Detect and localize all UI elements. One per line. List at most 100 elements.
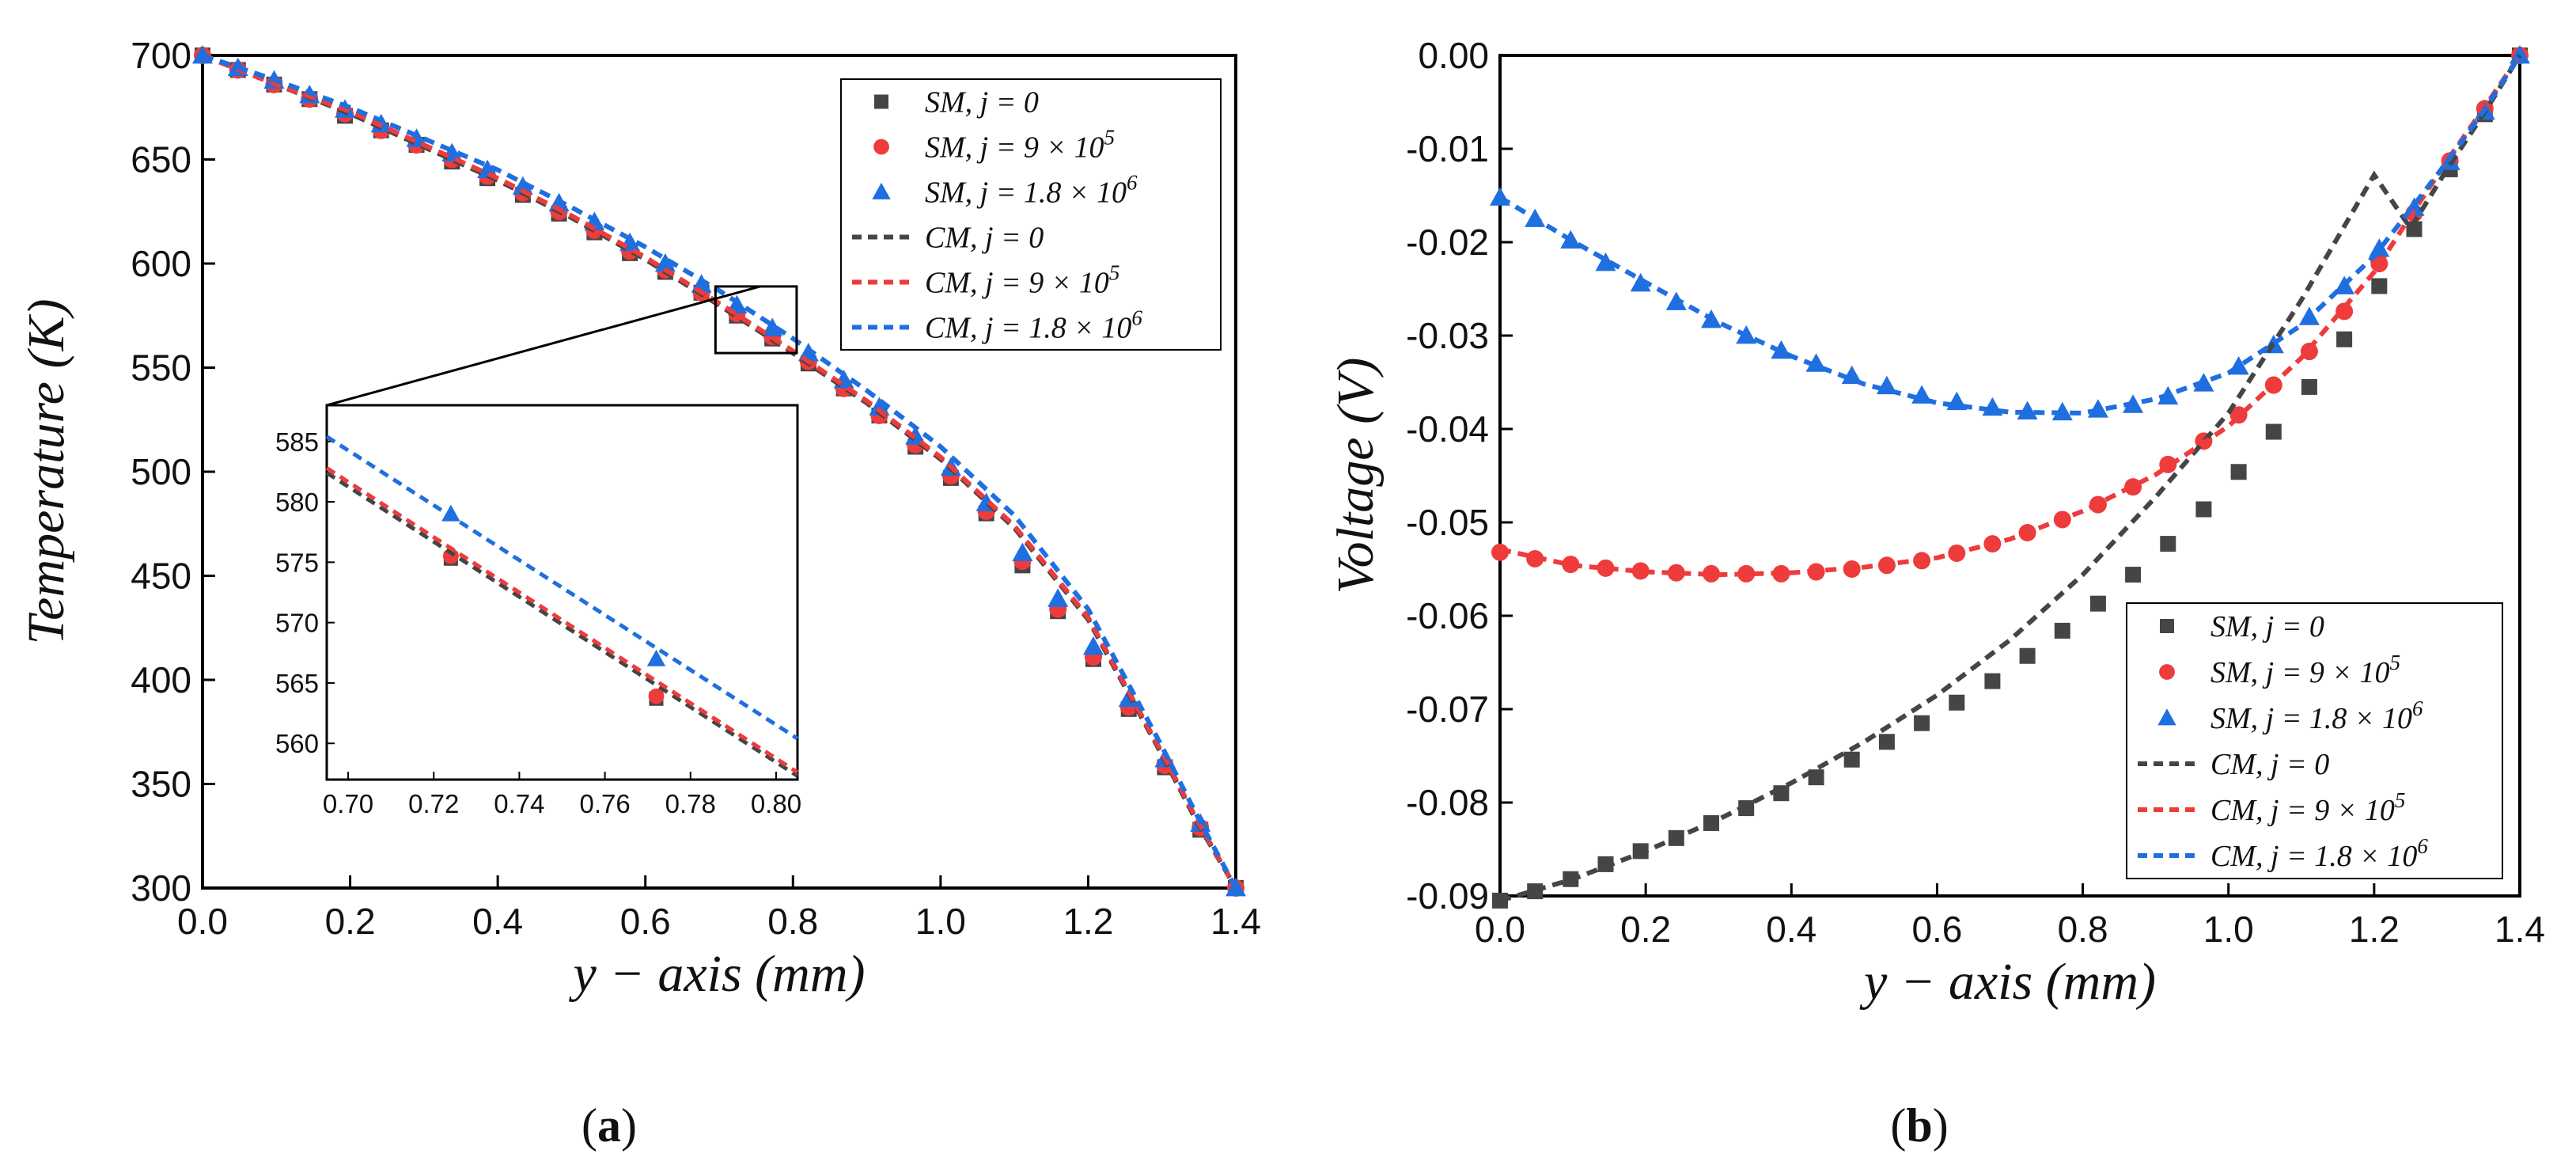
x-tick-label: 1.4 (2495, 909, 2545, 950)
legend-label: CM, j = 9 × 105 (925, 261, 1119, 300)
inset-data-point (648, 688, 665, 704)
data-point (2019, 647, 2036, 664)
x-tick-label: 0.8 (2058, 909, 2108, 950)
series-cm-j-1-8-10- (1498, 54, 2522, 416)
data-point (1630, 272, 1651, 292)
y-tick-label: -0.04 (1406, 408, 1489, 450)
legend-label: CM, j = 1.8 × 106 (925, 306, 1142, 345)
inset-x-tick-label: 0.70 (323, 789, 373, 818)
x-tick-label: 0.4 (472, 901, 523, 942)
inset-y-tick-label: 565 (275, 669, 319, 698)
legend-marker (2159, 664, 2175, 680)
data-point (2159, 455, 2177, 473)
inset-y-tick-label: 575 (275, 548, 319, 577)
data-point (1914, 715, 1930, 731)
data-point (1703, 564, 1721, 583)
inset-series-cm-j-9-10- (325, 466, 799, 774)
series-cm-j-0 (1499, 54, 2522, 903)
legend-label: SM, j = 0 (2210, 610, 2324, 643)
series-line (1499, 54, 2522, 578)
legend-marker (2160, 619, 2174, 633)
y-tick-label: 500 (131, 451, 191, 492)
data-point (2265, 423, 2282, 440)
y-tick-label: 300 (131, 867, 191, 909)
data-point (1949, 694, 1965, 711)
data-point (2089, 595, 2106, 612)
caption-b: (b) (1890, 1099, 1948, 1152)
y-tick-label: 0.00 (1418, 35, 1489, 76)
inset-data-point (646, 649, 666, 666)
y-axis-label: Temperature (K) (17, 299, 75, 645)
series-line (202, 53, 1238, 890)
legend-symbol (2159, 664, 2175, 680)
y-tick-label: -0.03 (1406, 315, 1489, 356)
y-tick-label: -0.07 (1406, 689, 1489, 730)
y-tick-label: -0.01 (1406, 128, 1489, 169)
series-cm-j-9-10- (1499, 54, 2522, 578)
legend-marker (873, 139, 889, 155)
legend-label: SM, j = 9 × 105 (2210, 651, 2400, 689)
inset-series-line (325, 471, 799, 778)
panel-b-voltage-chart: 0.0 0.2 0.4 0.6 0.8 1.0 1.2 1.4 -0.09 -0.08 -0.07 -… (1327, 35, 2545, 1011)
y-tick-label: -0.02 (1406, 222, 1489, 263)
x-axis-label: y − axis (mm) (569, 945, 866, 1003)
data-point (1631, 562, 1650, 580)
legend-symbol (872, 182, 891, 199)
legend-box (840, 78, 1222, 351)
data-point (869, 397, 890, 416)
data-point (1984, 673, 2001, 689)
y-tick-label: 600 (131, 243, 191, 284)
series-sm-j-1-8-10- (1490, 45, 2530, 421)
inset-series-cm-j-1-8-10- (325, 435, 799, 741)
series-line (1498, 54, 2522, 416)
data-point (1843, 751, 1860, 768)
legend-marker (874, 94, 888, 109)
data-point (762, 317, 783, 336)
legend-label: SM, j = 1.8 × 106 (925, 171, 1138, 210)
legend-label: CM, j = 1.8 × 106 (2210, 834, 2428, 873)
inset-frame (325, 404, 799, 781)
x-tick-label: 1.0 (2203, 909, 2254, 950)
y-tick-label: 450 (131, 556, 191, 597)
y-tick-label: 400 (131, 659, 191, 700)
data-point (2336, 331, 2353, 347)
data-point (1527, 883, 1544, 900)
x-axis-label: y − axis (mm) (1859, 953, 2156, 1011)
caption-a: (a) (581, 1099, 637, 1152)
data-point (2125, 567, 2142, 583)
legend-label: SM, j = 0 (925, 86, 1039, 120)
inset-x-tick-label: 0.78 (665, 789, 716, 818)
legend-symbol (2157, 708, 2176, 726)
legend-symbol (2160, 619, 2174, 633)
x-tick-label: 1.4 (1210, 901, 1261, 942)
x-tick-label: 1.2 (1063, 901, 1113, 942)
panel-a-temperature-chart: 0.0 0.2 0.4 0.6 0.8 1.0 1.2 1.4 300 350 400 450 500 5… (17, 35, 1261, 1003)
data-point (1491, 543, 1509, 561)
inset-series-line (325, 466, 799, 774)
data-point (2160, 536, 2176, 552)
inset-x-tick-label: 0.80 (751, 789, 801, 818)
data-point (1737, 564, 1756, 583)
x-tick-label: 0.0 (177, 901, 228, 942)
inset-y-tick-label: 570 (275, 609, 319, 638)
inset-x-tick-label: 0.72 (408, 789, 459, 818)
inset-x-tick-label: 0.74 (494, 789, 544, 818)
x-tick-label: 0.6 (1911, 909, 1962, 950)
legend-label: CM, j = 0 (2210, 748, 2329, 781)
data-point (2301, 378, 2317, 395)
legend-marker (872, 182, 891, 199)
inset-y-tick-label: 560 (275, 729, 319, 758)
data-point (654, 253, 676, 272)
series-line (1499, 54, 2522, 903)
legend-label: SM, j = 1.8 × 106 (2210, 696, 2423, 735)
inset-x-tick-label: 0.76 (579, 789, 630, 818)
data-point (2230, 464, 2247, 480)
legend: SM, j = 0 SM, j = 9 × 105 SM, j = 1.8 × 10… (2126, 602, 2503, 879)
data-point (1597, 559, 1615, 577)
series-cm-j-1-8-10- (202, 53, 1238, 890)
data-point (1595, 252, 1616, 271)
plot-frame (1498, 54, 2521, 898)
legend-label: SM, j = 9 × 105 (925, 126, 1115, 165)
data-point (1012, 542, 1033, 561)
